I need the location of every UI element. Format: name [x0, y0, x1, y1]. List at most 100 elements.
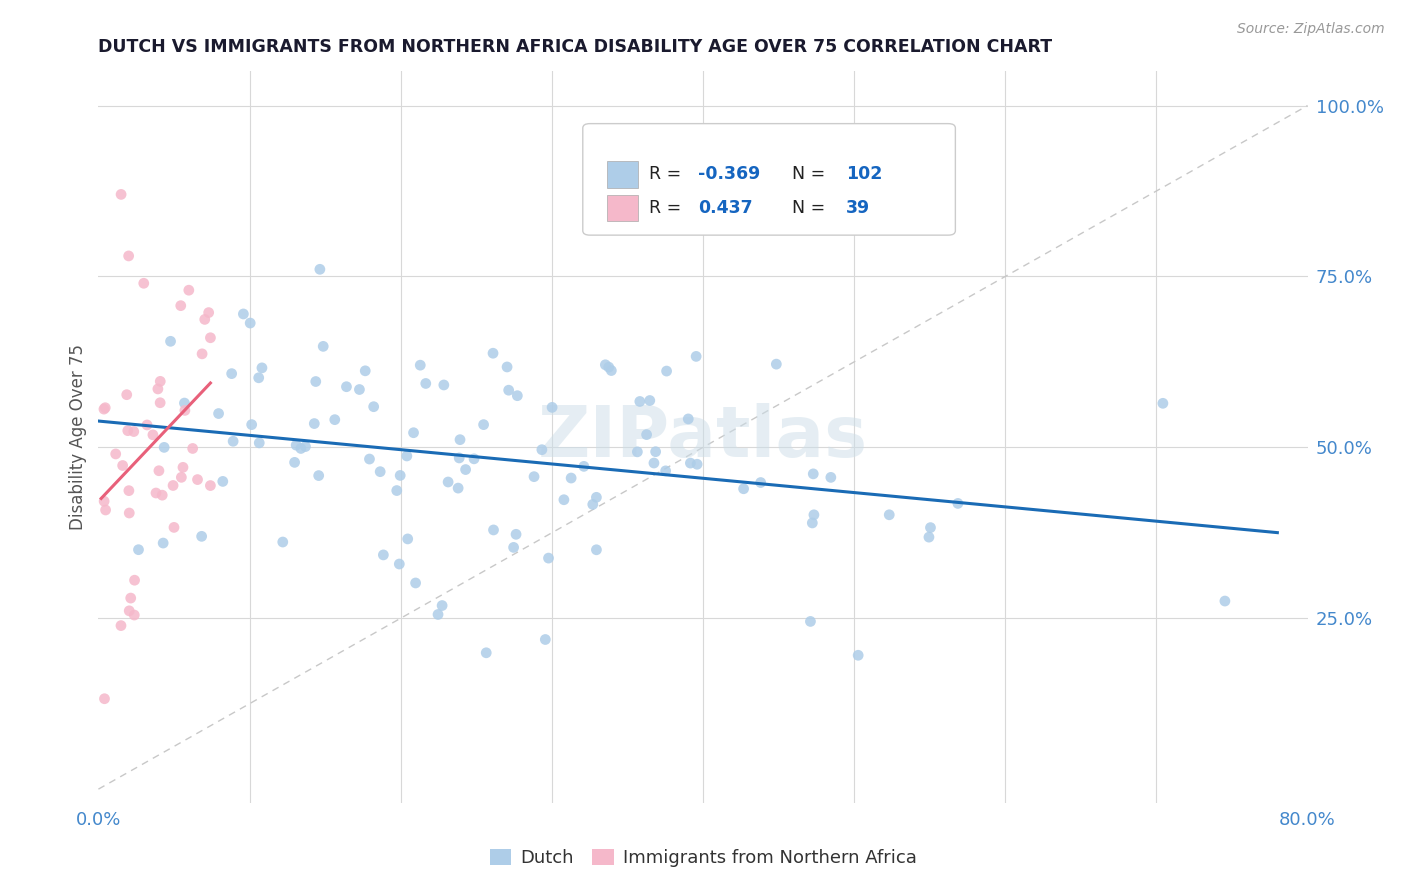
Dutch [463, 451, 485, 466]
Dutch [523, 469, 546, 483]
Immigrants from Northern Africa [174, 403, 197, 417]
Dutch [240, 417, 263, 432]
Dutch [626, 445, 648, 459]
Dutch [247, 371, 270, 385]
Text: R =: R = [650, 165, 681, 183]
Dutch [312, 339, 335, 353]
Immigrants from Northern Africa [186, 473, 208, 487]
Dutch [285, 438, 308, 452]
Immigrants from Northern Africa [118, 506, 141, 520]
Dutch [454, 462, 477, 476]
Dutch [363, 400, 385, 414]
Immigrants from Northern Africa [93, 494, 115, 508]
Immigrants from Northern Africa [117, 424, 139, 438]
Immigrants from Northern Africa [93, 691, 115, 706]
Immigrants from Northern Africa [115, 387, 138, 401]
Text: -0.369: -0.369 [699, 165, 761, 183]
Dutch [1213, 594, 1236, 608]
Dutch [359, 452, 381, 467]
Dutch [430, 599, 453, 613]
Dutch [820, 470, 842, 484]
Dutch [211, 475, 233, 489]
Dutch [250, 360, 273, 375]
Dutch [553, 492, 575, 507]
Dutch [128, 542, 150, 557]
Immigrants from Northern Africa [118, 483, 141, 498]
Dutch [482, 523, 505, 537]
Dutch [207, 407, 229, 421]
Dutch [305, 375, 328, 389]
Immigrants from Northern Africa [110, 187, 132, 202]
Dutch [449, 433, 471, 447]
Dutch [560, 471, 582, 485]
Dutch [946, 496, 969, 510]
Immigrants from Northern Africa [194, 312, 217, 326]
Dutch [373, 548, 395, 562]
Dutch [1152, 396, 1174, 410]
Immigrants from Northern Africa [172, 460, 194, 475]
Dutch [678, 412, 700, 426]
Immigrants from Northern Africa [149, 396, 172, 410]
Dutch [496, 359, 519, 374]
Dutch [582, 497, 605, 511]
Dutch [308, 468, 330, 483]
Dutch [595, 358, 617, 372]
Text: 0.437: 0.437 [699, 199, 752, 217]
Immigrants from Northern Africa [94, 503, 117, 517]
Dutch [294, 440, 316, 454]
Dutch [505, 527, 527, 541]
Dutch [799, 615, 821, 629]
Immigrants from Northern Africa [122, 425, 145, 439]
Dutch [368, 465, 391, 479]
Dutch [335, 380, 357, 394]
Dutch [395, 449, 418, 463]
Immigrants from Northern Africa [191, 347, 214, 361]
Immigrants from Northern Africa [177, 283, 200, 297]
Immigrants from Northern Africa [110, 618, 132, 632]
Text: Source: ZipAtlas.com: Source: ZipAtlas.com [1237, 22, 1385, 37]
Dutch [801, 516, 824, 530]
Immigrants from Northern Africa [146, 382, 169, 396]
Dutch [190, 529, 212, 543]
Dutch [396, 532, 419, 546]
Dutch [153, 441, 176, 455]
Text: N =: N = [793, 165, 825, 183]
Dutch [239, 316, 262, 330]
Dutch [159, 334, 181, 349]
Immigrants from Northern Africa [200, 331, 222, 345]
Dutch [354, 364, 377, 378]
Dutch [585, 542, 607, 557]
Immigrants from Northern Africa [93, 402, 115, 417]
Dutch [643, 456, 665, 470]
Dutch [679, 456, 702, 470]
Immigrants from Northern Africa [197, 305, 219, 319]
Immigrants from Northern Africa [118, 249, 141, 263]
Immigrants from Northern Africa [142, 428, 165, 442]
Immigrants from Northern Africa [118, 604, 141, 618]
Dutch [271, 535, 294, 549]
Text: DUTCH VS IMMIGRANTS FROM NORTHERN AFRICA DISABILITY AGE OVER 75 CORRELATION CHAR: DUTCH VS IMMIGRANTS FROM NORTHERN AFRICA… [98, 38, 1053, 56]
Dutch [433, 378, 456, 392]
Dutch [323, 412, 346, 426]
Immigrants from Northern Africa [136, 417, 159, 432]
Dutch [572, 459, 595, 474]
Dutch [437, 475, 460, 489]
Dutch [644, 444, 666, 458]
Dutch [389, 468, 412, 483]
Dutch [765, 357, 787, 371]
Dutch [541, 401, 564, 415]
Y-axis label: Disability Age Over 75: Disability Age Over 75 [69, 344, 87, 530]
Dutch [409, 358, 432, 372]
Dutch [654, 464, 676, 478]
Immigrants from Northern Africa [200, 478, 222, 492]
Dutch [846, 648, 869, 663]
Immigrants from Northern Africa [132, 277, 155, 291]
Dutch [749, 475, 772, 490]
Immigrants from Northern Africa [163, 520, 186, 534]
Legend: Dutch, Immigrants from Northern Africa: Dutch, Immigrants from Northern Africa [482, 841, 924, 874]
Dutch [152, 536, 174, 550]
Dutch [686, 457, 709, 471]
Dutch [427, 607, 450, 622]
Text: R =: R = [650, 199, 681, 217]
Text: 39: 39 [846, 199, 870, 217]
